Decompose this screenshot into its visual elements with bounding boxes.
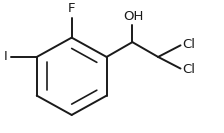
Text: Cl: Cl [182,38,195,51]
Text: Cl: Cl [182,63,195,76]
Text: I: I [4,50,8,63]
Text: OH: OH [123,10,144,23]
Text: F: F [68,2,75,15]
